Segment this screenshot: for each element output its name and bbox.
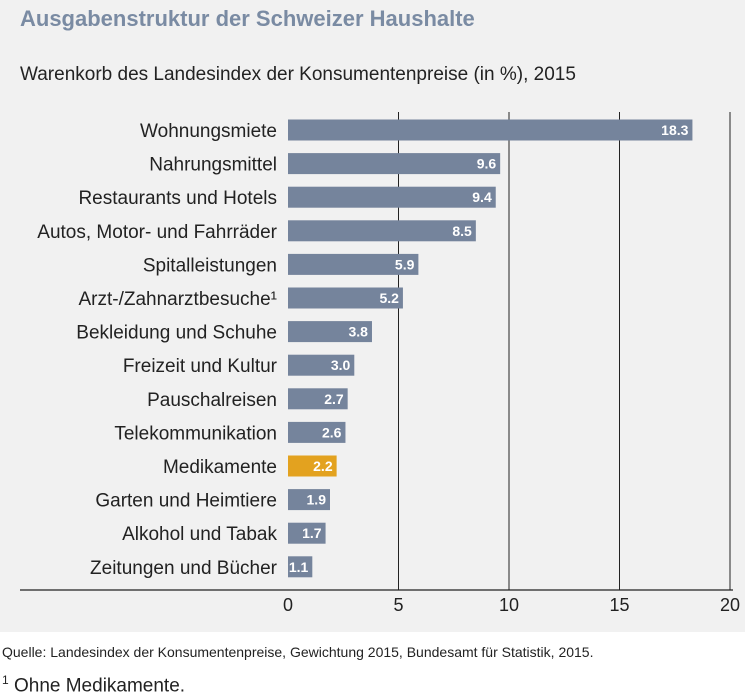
- data-label: 1.9: [307, 492, 327, 508]
- data-label: 5.9: [395, 256, 415, 272]
- category-label: Nahrungsmittel: [149, 155, 277, 176]
- category-label: Spitalleistungen: [143, 255, 277, 276]
- bar-chart: 0 5 10 15 20 Wohnungsmiete 18.3 Nahrungsmittel 9…: [20, 112, 740, 615]
- footnote: 1 Ohne Medikamente.: [2, 673, 185, 697]
- bar: [288, 186, 496, 208]
- page-title: Ausgabenstruktur der Schweizer Haushalte: [20, 6, 475, 31]
- source-note: Quelle: Landesindex der Konsumentenpreis…: [2, 644, 594, 660]
- data-label: 5.2: [379, 290, 399, 306]
- data-label: 18.3: [661, 122, 688, 138]
- data-label: 2.2: [313, 458, 333, 474]
- data-label: 8.5: [452, 223, 472, 239]
- x-tick-label: 20: [720, 595, 740, 615]
- data-label: 1.7: [302, 525, 322, 541]
- bar: [288, 153, 501, 175]
- category-label: Restaurants und Hotels: [78, 188, 277, 209]
- category-label: Zeitungen und Bücher: [90, 558, 278, 579]
- data-label: 3.0: [331, 357, 351, 373]
- data-label: 2.6: [322, 424, 342, 440]
- data-label: 3.8: [349, 324, 369, 340]
- category-label: Arzt-/Zahnarztbesuche¹: [78, 289, 277, 310]
- category-label: Alkohol und Tabak: [122, 524, 277, 545]
- data-label: 9.4: [472, 189, 492, 205]
- bar: [288, 489, 330, 511]
- bar: [288, 522, 326, 544]
- x-tick-label: 5: [393, 595, 403, 615]
- chart-subtitle: Warenkorb des Landesindex der Konsumente…: [20, 64, 576, 85]
- data-label: 1.1: [289, 559, 309, 575]
- category-label: Telekommunikation: [114, 423, 277, 444]
- bar: [288, 321, 372, 343]
- x-tick-label: 0: [283, 595, 293, 615]
- footnote-mark: 1: [2, 673, 9, 687]
- bar: [288, 253, 419, 275]
- category-label: Pauschalreisen: [147, 390, 277, 411]
- category-label: Garten und Heimtiere: [95, 491, 277, 512]
- data-label: 2.7: [324, 391, 344, 407]
- bar: [288, 287, 403, 309]
- data-label: 9.6: [477, 156, 497, 172]
- bar: [288, 556, 313, 578]
- category-label: Freizeit und Kultur: [123, 356, 278, 377]
- footnote-text: Ohne Medikamente.: [13, 675, 186, 697]
- bar: [288, 220, 476, 242]
- category-label: Wohnungsmiete: [140, 121, 277, 142]
- x-tick-label: 10: [499, 595, 519, 615]
- category-label: Bekleidung und Schuhe: [76, 323, 277, 344]
- bar: [288, 119, 693, 141]
- category-label: Autos, Motor- und Fahrräder: [37, 222, 277, 243]
- category-label: Medikamente: [163, 457, 277, 478]
- bar: [288, 354, 355, 376]
- x-tick-label: 15: [609, 595, 629, 615]
- chart-panel: [0, 0, 745, 632]
- bar: [288, 421, 346, 443]
- bar: [288, 455, 337, 477]
- bar: [288, 388, 348, 410]
